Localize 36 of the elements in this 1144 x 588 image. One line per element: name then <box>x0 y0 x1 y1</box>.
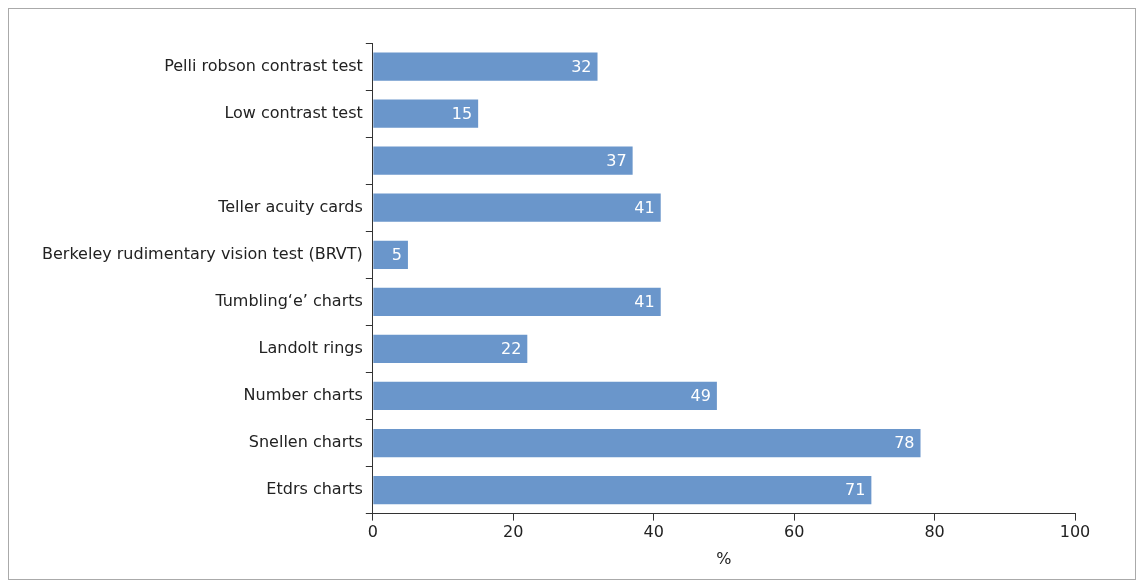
bar <box>373 52 598 81</box>
y-tick-label: Snellen charts <box>248 432 363 452</box>
x-tick-label: 0 <box>367 522 378 542</box>
y-tick-label: Number charts <box>243 385 363 405</box>
data-label: 15 <box>451 103 473 123</box>
bar <box>373 240 408 269</box>
y-tick-label: Pelli robson contrast test <box>164 55 363 75</box>
y-tick-label: Berkeley rudimentary vision test (BRVT) <box>42 243 363 263</box>
data-label: 22 <box>500 339 522 359</box>
bar <box>373 99 479 128</box>
bar <box>373 146 633 175</box>
bar <box>373 334 528 364</box>
data-label: 41 <box>634 197 655 217</box>
x-tick-label: 60 <box>783 522 805 542</box>
data-label: 32 <box>571 56 592 76</box>
bar <box>373 428 921 458</box>
y-tick-label: Etdrs charts <box>266 479 363 499</box>
y-tick-label: Tumbling‘e’ charts <box>214 290 363 310</box>
bar <box>373 287 661 316</box>
x-tick-label: 100 <box>1059 522 1091 542</box>
y-tick-label: Low contrast test <box>224 102 363 122</box>
data-label: 41 <box>634 291 655 311</box>
x-tick-label: 20 <box>503 522 524 542</box>
bar <box>373 475 872 505</box>
y-tick-label: Teller acuity cards <box>217 196 363 216</box>
bar <box>373 193 661 222</box>
data-label: 71 <box>845 480 866 500</box>
x-tick-label: 40 <box>643 522 664 542</box>
y-tick-label: Landolt rings <box>258 338 363 358</box>
bar <box>373 381 717 411</box>
x-axis-title: % <box>716 548 732 568</box>
data-label: 37 <box>606 150 627 170</box>
data-label: 5 <box>391 244 402 264</box>
data-label: 49 <box>690 386 711 406</box>
data-label: 78 <box>894 433 915 453</box>
x-tick-label: 80 <box>924 522 945 542</box>
